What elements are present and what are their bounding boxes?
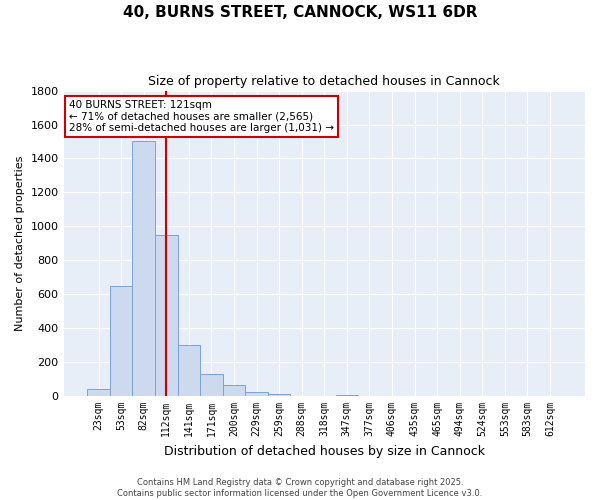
- X-axis label: Distribution of detached houses by size in Cannock: Distribution of detached houses by size …: [164, 444, 485, 458]
- Bar: [223, 385, 245, 396]
- Bar: [87, 390, 110, 396]
- Bar: [245, 392, 268, 396]
- Bar: [155, 235, 178, 396]
- Bar: [110, 286, 133, 396]
- Bar: [268, 394, 290, 396]
- Bar: [335, 395, 358, 396]
- Text: 40 BURNS STREET: 121sqm
← 71% of detached houses are smaller (2,565)
28% of semi: 40 BURNS STREET: 121sqm ← 71% of detache…: [69, 100, 334, 133]
- Bar: [178, 345, 200, 396]
- Y-axis label: Number of detached properties: Number of detached properties: [15, 156, 25, 331]
- Text: 40, BURNS STREET, CANNOCK, WS11 6DR: 40, BURNS STREET, CANNOCK, WS11 6DR: [123, 5, 477, 20]
- Bar: [133, 142, 155, 396]
- Text: Contains HM Land Registry data © Crown copyright and database right 2025.
Contai: Contains HM Land Registry data © Crown c…: [118, 478, 482, 498]
- Bar: [200, 374, 223, 396]
- Title: Size of property relative to detached houses in Cannock: Size of property relative to detached ho…: [148, 75, 500, 88]
